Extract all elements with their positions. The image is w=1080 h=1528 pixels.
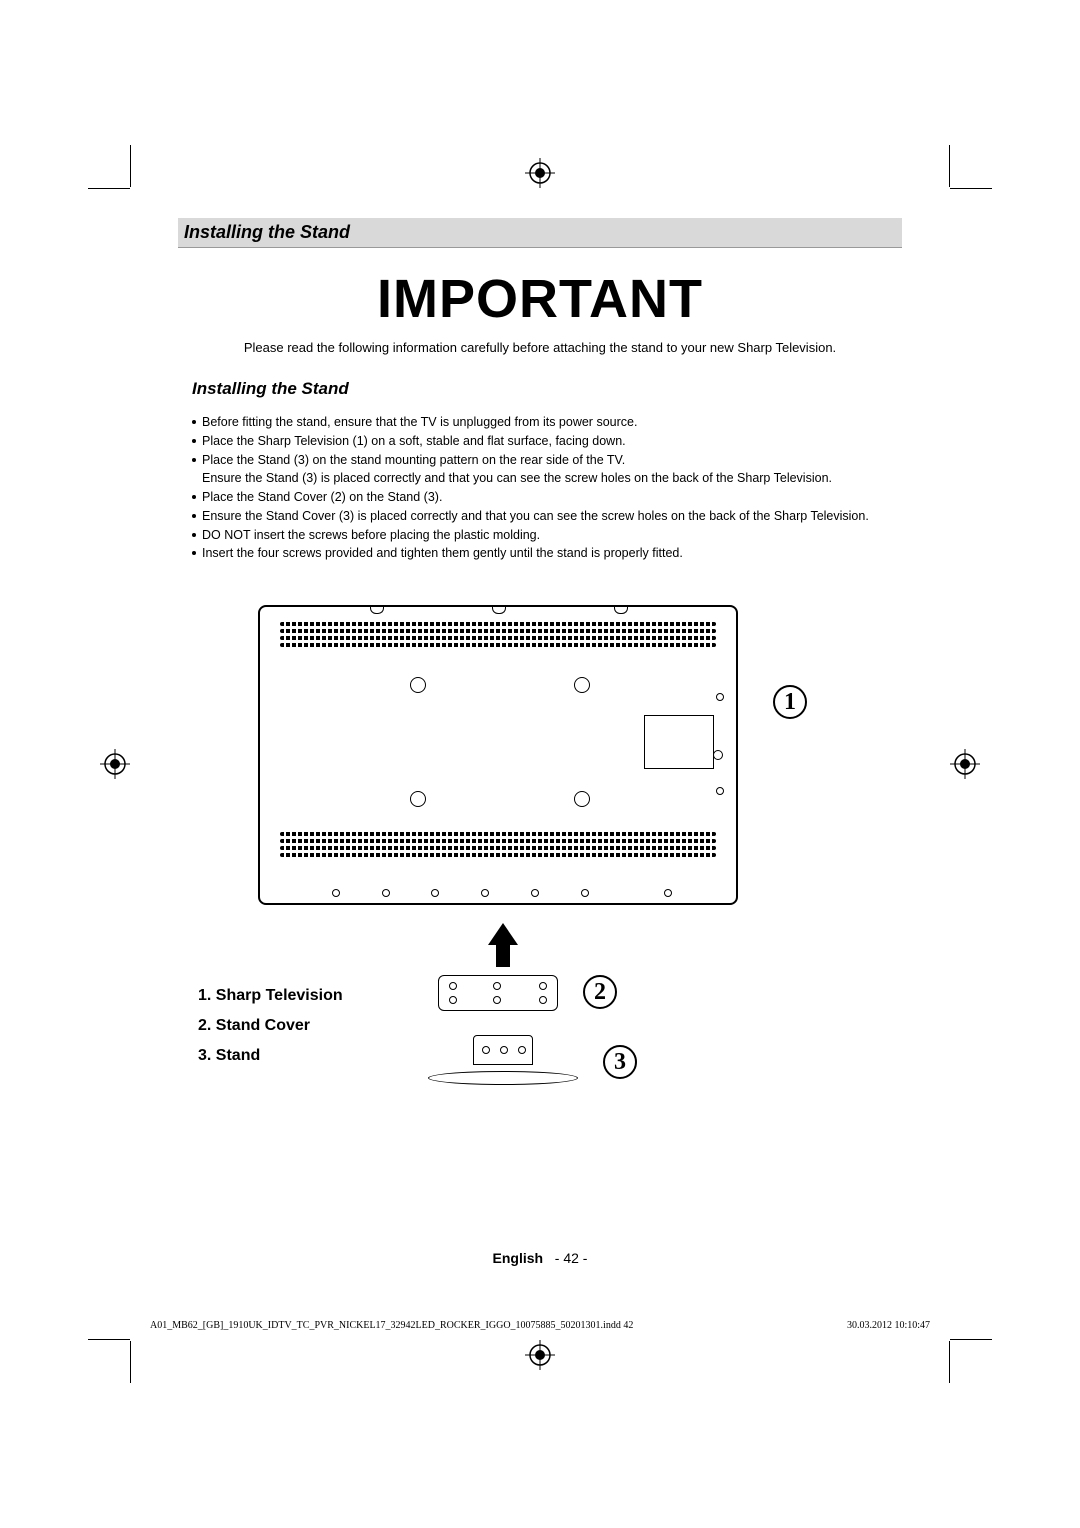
page-footer: English - 42 -: [0, 1250, 1080, 1266]
crop-mark: [88, 1339, 130, 1340]
part-labels: 1. Sharp Television 2. Stand Cover 3. St…: [198, 975, 343, 1077]
step-item: DO NOT insert the screws before placing …: [192, 526, 902, 545]
footer-page-number: [547, 1250, 555, 1266]
stand-diagram: [428, 1035, 578, 1085]
callout-3: 3: [603, 1045, 637, 1079]
print-metadata: A01_MB62_[GB]_1910UK_IDTV_TC_PVR_NICKEL1…: [150, 1320, 930, 1331]
label-television: 1. Sharp Television: [198, 987, 343, 1005]
crop-mark: [949, 145, 950, 187]
arrow-up-icon: [488, 923, 518, 972]
crop-mark: [950, 1339, 992, 1340]
crop-mark: [130, 1341, 131, 1383]
footer-language: English: [493, 1250, 544, 1266]
crop-mark: [950, 188, 992, 189]
print-file: A01_MB62_[GB]_1910UK_IDTV_TC_PVR_NICKEL1…: [150, 1320, 633, 1331]
step-item-continuation: Ensure the Stand (3) is placed correctly…: [192, 469, 902, 488]
important-heading: IMPORTANT: [178, 268, 902, 330]
callout-1: 1: [773, 685, 807, 719]
registration-mark-icon: [525, 1340, 555, 1370]
label-stand: 3. Stand: [198, 1047, 343, 1065]
step-item: Ensure the Stand Cover (3) is placed cor…: [192, 507, 902, 526]
step-item: Place the Stand Cover (2) on the Stand (…: [192, 488, 902, 507]
footer-page-number: - 42 -: [555, 1250, 588, 1266]
diagram-area: 1. Sharp Television 2. Stand Cover 3. St…: [178, 605, 902, 1145]
step-item: Place the Stand (3) on the stand mountin…: [192, 451, 902, 470]
print-date: 30.03.2012 10:10:47: [847, 1320, 930, 1331]
step-item: Before fitting the stand, ensure that th…: [192, 413, 902, 432]
instruction-list: Before fitting the stand, ensure that th…: [192, 413, 902, 563]
registration-mark-icon: [525, 158, 555, 188]
label-stand-cover: 2. Stand Cover: [198, 1017, 343, 1035]
tv-back-diagram: [258, 605, 738, 905]
sub-header: Installing the Stand: [192, 379, 902, 399]
page-content: Installing the Stand IMPORTANT Please re…: [178, 218, 902, 1145]
step-item: Insert the four screws provided and tigh…: [192, 544, 902, 563]
registration-mark-icon: [100, 749, 130, 779]
crop-mark: [88, 188, 130, 189]
callout-2: 2: [583, 975, 617, 1009]
stand-cover-diagram: [438, 975, 558, 1011]
crop-mark: [949, 1341, 950, 1383]
lead-text: Please read the following information ca…: [178, 340, 902, 355]
crop-mark: [130, 145, 131, 187]
section-header: Installing the Stand: [178, 218, 902, 248]
registration-mark-icon: [950, 749, 980, 779]
step-item: Place the Sharp Television (1) on a soft…: [192, 432, 902, 451]
